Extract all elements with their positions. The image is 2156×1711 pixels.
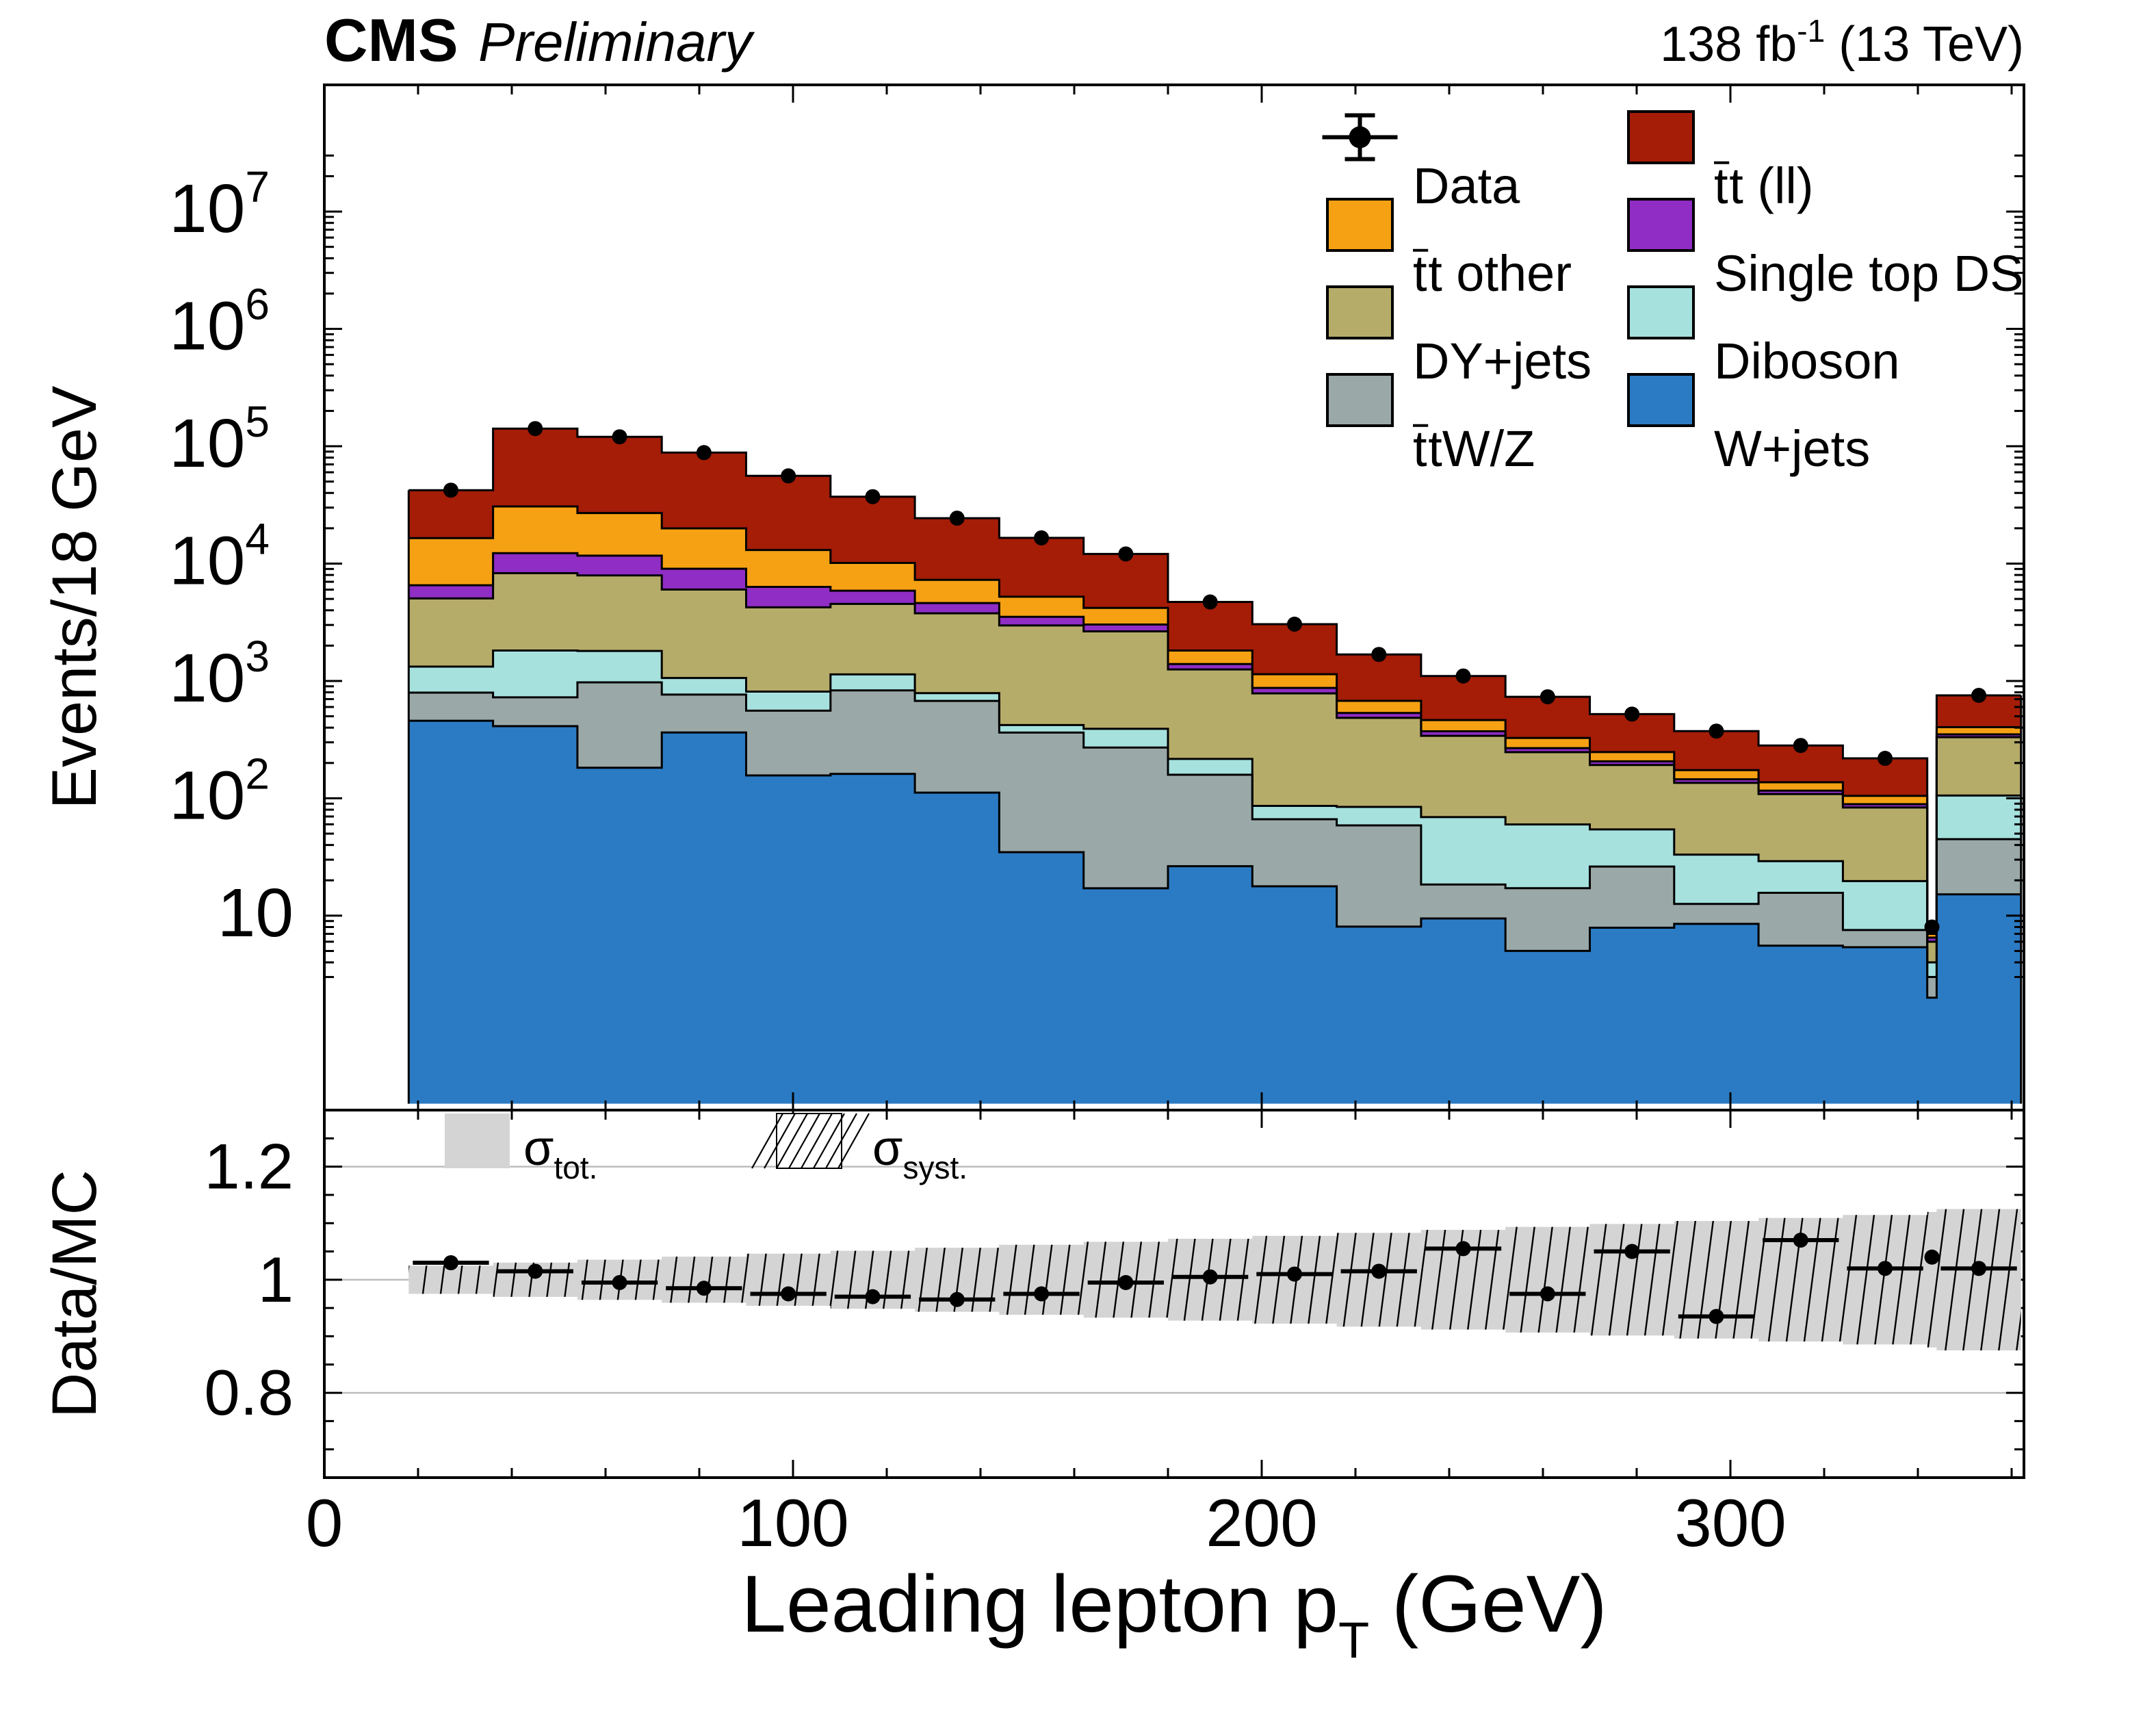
svg-text:tW/Z: tW/Z <box>1428 420 1535 477</box>
svg-text:Events/18 GeV: Events/18 GeV <box>40 386 109 810</box>
svg-text:t: t <box>1413 420 1427 477</box>
svg-text:t: t <box>1714 157 1728 214</box>
svg-text:1.2: 1.2 <box>204 1131 294 1202</box>
svg-text:138 fb-1 (13 TeV): 138 fb-1 (13 TeV) <box>1660 13 2024 72</box>
svg-text:0.8: 0.8 <box>204 1356 294 1428</box>
svg-text:t: t <box>1413 245 1427 302</box>
svg-text:Data: Data <box>1413 157 1520 214</box>
svg-text:W+jets: W+jets <box>1714 420 1870 477</box>
svg-text:Single top DS: Single top DS <box>1714 245 2024 302</box>
svg-text:200: 200 <box>1206 1485 1318 1560</box>
svg-text:t (ll): t (ll) <box>1729 157 1813 214</box>
svg-text:t other: t other <box>1428 245 1572 302</box>
svg-text:1: 1 <box>258 1244 294 1315</box>
svg-text:Preliminary: Preliminary <box>478 12 755 73</box>
svg-text:10: 10 <box>218 875 294 951</box>
svg-text:DY+jets: DY+jets <box>1413 333 1592 389</box>
svg-text:Data/MC: Data/MC <box>40 1170 109 1418</box>
svg-text:300: 300 <box>1674 1485 1787 1560</box>
svg-text:CMS: CMS <box>324 6 458 74</box>
svg-text:100: 100 <box>737 1485 849 1560</box>
svg-text:Diboson: Diboson <box>1714 333 1900 389</box>
svg-text:0: 0 <box>306 1485 343 1560</box>
